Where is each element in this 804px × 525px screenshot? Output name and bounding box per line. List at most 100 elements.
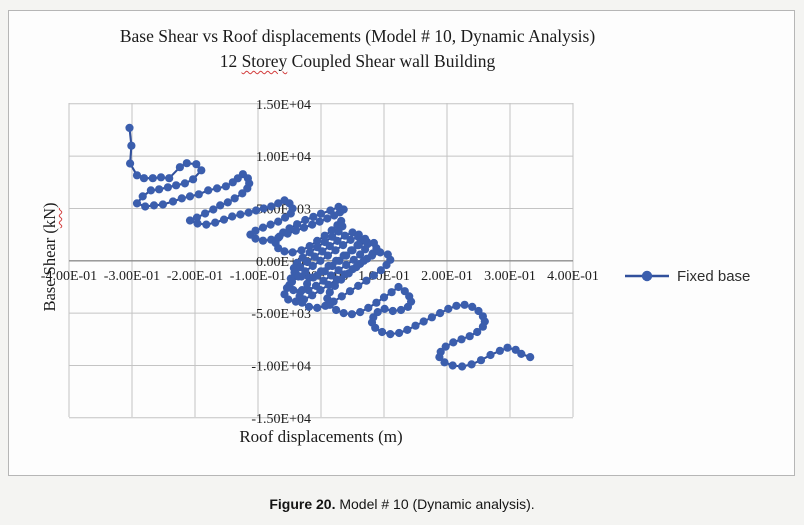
data-point xyxy=(127,141,136,150)
data-point xyxy=(230,194,239,203)
data-point xyxy=(223,198,232,207)
x-tick-label: -3.00E-01 xyxy=(104,269,160,284)
data-point xyxy=(289,286,298,295)
data-point xyxy=(403,325,412,334)
data-point xyxy=(301,215,310,225)
figure-caption-label: Figure 20. xyxy=(269,496,336,512)
data-point xyxy=(219,215,229,224)
data-point xyxy=(369,238,378,248)
data-point xyxy=(342,260,351,270)
data-point xyxy=(141,202,150,211)
data-point xyxy=(380,304,389,313)
data-point xyxy=(337,275,346,284)
data-point xyxy=(344,269,353,278)
data-point xyxy=(517,349,526,358)
data-point xyxy=(244,208,253,217)
data-point xyxy=(444,304,453,313)
data-point xyxy=(340,231,349,240)
data-point xyxy=(441,342,450,351)
data-point xyxy=(339,251,348,260)
data-point xyxy=(282,283,292,293)
data-point xyxy=(332,305,341,315)
data-point xyxy=(396,305,406,315)
data-point xyxy=(156,173,166,182)
data-point xyxy=(334,227,343,236)
data-point xyxy=(457,335,466,344)
data-point xyxy=(192,160,201,169)
data-point xyxy=(192,213,201,222)
data-point xyxy=(435,353,444,362)
data-point xyxy=(258,236,268,245)
data-point xyxy=(259,204,268,213)
data-point xyxy=(367,251,377,260)
data-point xyxy=(458,362,467,371)
data-point xyxy=(495,346,504,355)
data-point xyxy=(452,301,461,310)
data-point xyxy=(308,291,317,300)
subtitle-pre: 12 xyxy=(219,51,242,71)
data-point xyxy=(325,300,334,309)
data-point xyxy=(386,330,395,339)
data-point xyxy=(309,212,318,221)
data-point xyxy=(172,181,181,190)
data-point xyxy=(448,361,457,370)
data-point xyxy=(354,232,363,241)
data-point xyxy=(197,166,206,175)
data-point xyxy=(339,241,348,250)
legend-line-marker-icon xyxy=(625,270,669,282)
data-point xyxy=(202,220,211,229)
data-point xyxy=(327,226,336,235)
data-point xyxy=(165,174,174,183)
chart-title: Base Shear vs Roof displacements (Model … xyxy=(30,24,685,74)
legend-marker-dot xyxy=(641,270,653,282)
data-point xyxy=(294,272,303,281)
data-point xyxy=(194,190,203,199)
data-point xyxy=(331,246,340,255)
data-point xyxy=(163,183,172,192)
data-point xyxy=(313,236,322,245)
data-point xyxy=(213,184,222,193)
data-point xyxy=(334,266,343,275)
data-point xyxy=(138,192,147,201)
data-point xyxy=(383,250,392,259)
figure-caption-text: Model # 10 (Dynamic analysis). xyxy=(335,496,535,512)
data-point xyxy=(303,279,312,288)
data-point xyxy=(313,303,322,312)
data-point xyxy=(320,231,329,240)
data-point xyxy=(291,226,300,235)
data-point xyxy=(285,224,294,233)
data-point xyxy=(349,255,358,264)
data-point xyxy=(465,332,474,341)
y-tick-label: -1.50E+04 xyxy=(251,412,311,427)
y-tick-label: 1.50E+04 xyxy=(256,98,311,113)
data-point xyxy=(476,356,486,365)
x-tick-label: -2.00E-01 xyxy=(167,269,223,284)
data-point xyxy=(354,241,363,250)
data-point xyxy=(298,286,307,295)
data-point xyxy=(362,276,371,285)
data-point xyxy=(216,201,225,210)
data-point xyxy=(411,321,420,330)
data-point xyxy=(356,250,365,259)
data-point xyxy=(201,209,210,218)
data-point xyxy=(286,209,295,218)
data-point xyxy=(287,277,297,286)
data-point xyxy=(352,263,361,272)
figure-panel xyxy=(8,10,795,476)
data-point xyxy=(395,328,404,338)
data-point xyxy=(468,302,477,311)
data-point xyxy=(132,171,142,180)
data-point xyxy=(324,261,333,271)
data-point xyxy=(258,223,268,232)
data-point xyxy=(297,246,306,255)
data-point xyxy=(126,159,135,168)
data-point xyxy=(228,212,237,221)
data-point xyxy=(305,242,314,251)
data-point xyxy=(337,292,346,301)
data-point xyxy=(158,200,167,209)
data-point xyxy=(324,280,333,289)
data-point xyxy=(182,159,191,168)
data-point xyxy=(372,298,381,307)
data-point xyxy=(334,202,343,211)
